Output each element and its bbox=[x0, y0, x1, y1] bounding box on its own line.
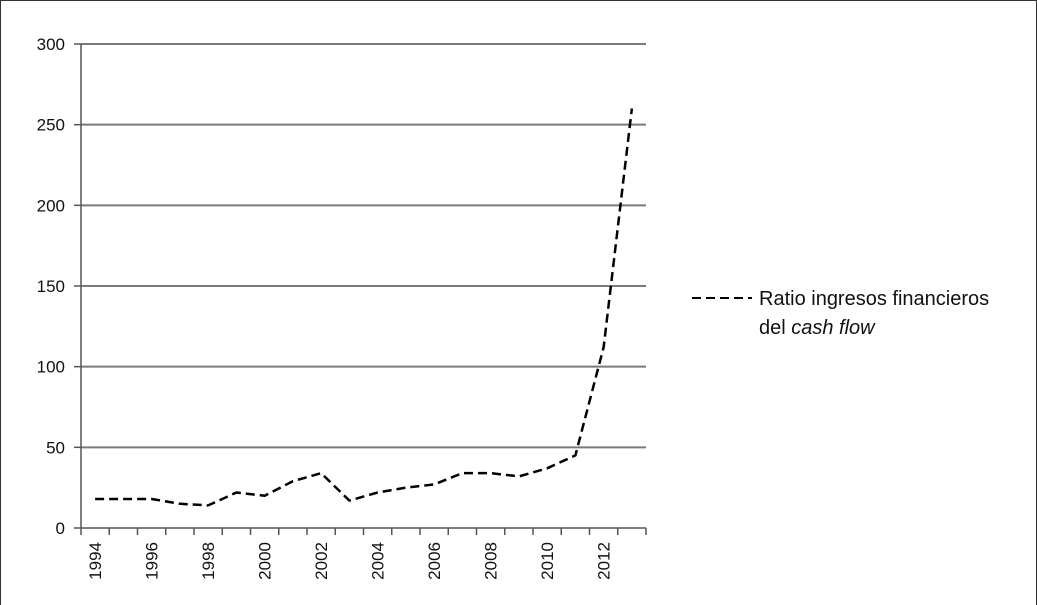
x-tick-label-2002: 2002 bbox=[312, 542, 331, 580]
legend-label-line1: Ratio ingresos financieros bbox=[759, 288, 989, 310]
y-tick-label-200: 200 bbox=[37, 196, 65, 215]
data-point-2007 bbox=[460, 471, 464, 475]
y-tick-label-50: 50 bbox=[46, 438, 65, 457]
legend-label-line2-italic: cash flow bbox=[791, 317, 876, 339]
data-point-1994 bbox=[93, 497, 97, 501]
data-point-2011 bbox=[573, 453, 577, 457]
data-point-2012 bbox=[602, 345, 606, 349]
data-point-2009 bbox=[517, 474, 521, 478]
series-line bbox=[95, 108, 634, 507]
legend: Ratio ingresos financieros del cash flow bbox=[692, 288, 989, 339]
series-group bbox=[93, 107, 634, 507]
x-tick-label-1998: 1998 bbox=[199, 542, 218, 580]
data-point-1998 bbox=[206, 503, 210, 507]
legend-label-line2-plain: del bbox=[759, 317, 791, 339]
x-tick-label-2010: 2010 bbox=[538, 542, 557, 580]
data-point-1996 bbox=[150, 497, 154, 501]
data-point-2005 bbox=[404, 486, 408, 490]
data-point-2006 bbox=[432, 482, 436, 486]
y-tick-label-150: 150 bbox=[37, 277, 65, 296]
x-tick-label-1994: 1994 bbox=[86, 542, 105, 580]
data-point-2001 bbox=[291, 479, 295, 483]
data-point-1995 bbox=[121, 497, 125, 501]
y-tick-label-250: 250 bbox=[37, 116, 65, 135]
x-tick-label-2006: 2006 bbox=[425, 542, 444, 580]
data-point-2013 bbox=[630, 107, 634, 111]
x-axis: 1994 1996 1998 2000 2002 2004 2006 2008 2010 2012 bbox=[80, 527, 647, 580]
data-point-2003 bbox=[347, 499, 351, 503]
data-point-1997 bbox=[178, 502, 182, 506]
x-tick-label-1996: 1996 bbox=[143, 542, 162, 580]
y-tick-label-100: 100 bbox=[37, 358, 65, 377]
x-tick-label-2012: 2012 bbox=[595, 542, 614, 580]
x-tick-label-2000: 2000 bbox=[256, 542, 275, 580]
y-tick-label-300: 300 bbox=[37, 35, 65, 54]
grid-lines bbox=[81, 43, 646, 449]
data-point-2000 bbox=[263, 494, 267, 498]
y-axis: 0 50 100 150 200 250 300 bbox=[37, 35, 82, 538]
data-point-1999 bbox=[234, 491, 238, 495]
data-point-2008 bbox=[489, 471, 493, 475]
legend-label-line2: del cash flow bbox=[759, 317, 876, 339]
x-tick-label-2008: 2008 bbox=[482, 542, 501, 580]
x-tick-label-2004: 2004 bbox=[369, 542, 388, 580]
data-point-2004 bbox=[376, 491, 380, 495]
data-point-2010 bbox=[545, 466, 549, 470]
y-tick-label-0: 0 bbox=[56, 519, 65, 538]
data-point-2002 bbox=[319, 471, 323, 475]
